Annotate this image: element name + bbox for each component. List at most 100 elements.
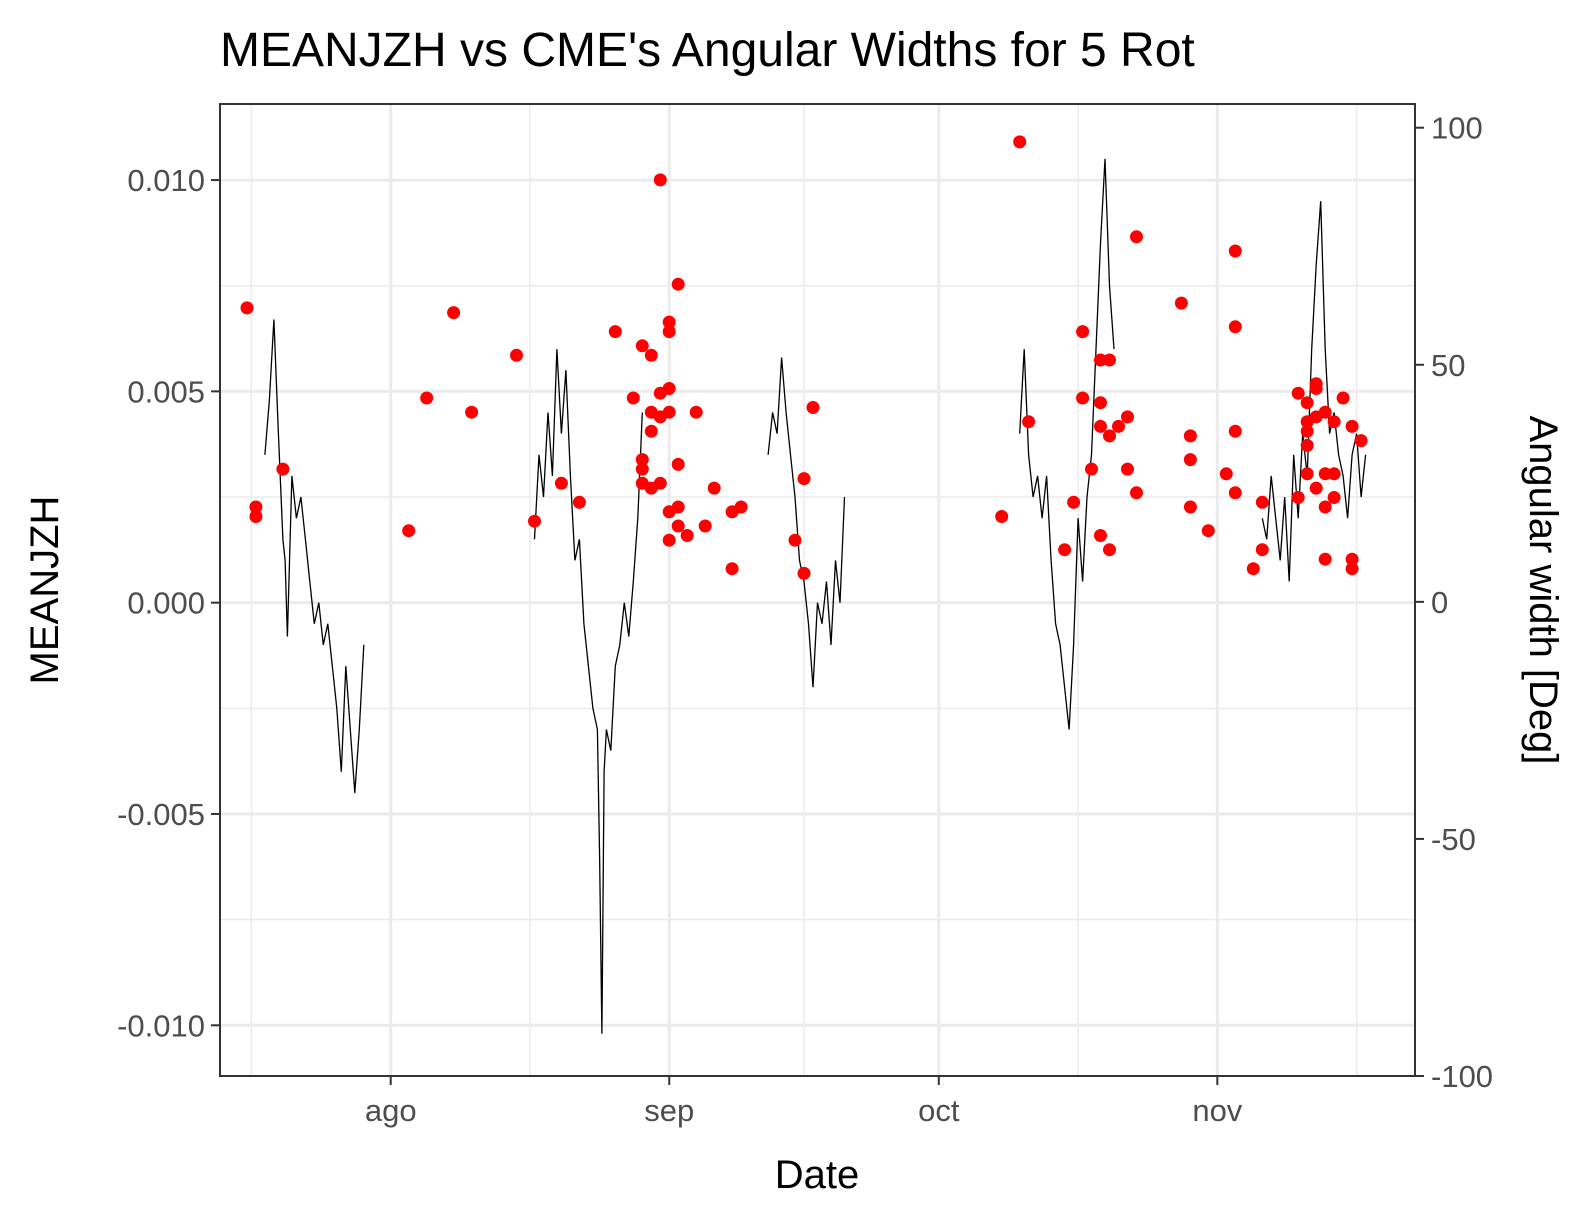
x-tick-label: nov (1192, 1093, 1242, 1128)
cme-width-point (662, 325, 676, 339)
cme-width-point (689, 405, 703, 419)
y2-tick-label: 0 (1431, 585, 1448, 620)
y-tick-label: -0.010 (117, 1008, 205, 1043)
cme-width-point (644, 348, 658, 362)
cme-width-point (671, 519, 685, 533)
cme-width-point (1300, 438, 1314, 452)
cme-width-point (1345, 419, 1359, 433)
cme-width-point (1246, 562, 1260, 576)
cme-width-point (572, 495, 586, 509)
cme-width-point (1228, 320, 1242, 334)
cme-width-point (1255, 495, 1269, 509)
cme-width-point (510, 348, 523, 362)
cme-width-point (554, 476, 568, 490)
cme-width-point (1121, 410, 1134, 424)
cme-width-point (797, 566, 811, 580)
line-layer (264, 158, 1367, 1034)
cme-width-point (698, 519, 712, 533)
point-layer (240, 135, 1368, 580)
x-tick-label: sep (644, 1093, 694, 1128)
cme-width-point (240, 301, 254, 315)
cme-width-point (1228, 244, 1242, 258)
cme-width-point (653, 476, 667, 490)
cme-width-point (1327, 415, 1341, 429)
cme-width-point (1336, 391, 1350, 405)
cme-width-point (1309, 377, 1323, 391)
cme-width-point (1094, 419, 1107, 433)
cme-width-point (1130, 486, 1143, 500)
cme-width-point (1094, 529, 1107, 542)
cme-width-point (1345, 562, 1359, 576)
y2-axis-title: Angular width [Deg] (1521, 415, 1565, 764)
cme-width-point (1291, 491, 1305, 504)
cme-width-point (662, 405, 676, 419)
cme-width-point (1318, 467, 1332, 481)
cme-width-point (1130, 230, 1143, 244)
cme-width-point (707, 481, 721, 495)
cme-width-point (1022, 415, 1036, 429)
cme-width-point (1103, 353, 1116, 367)
cme-width-point (1300, 424, 1314, 438)
y-tick-label: 0.000 (127, 586, 205, 621)
cme-width-point (447, 306, 461, 320)
meanjzh-line-segment (533, 349, 643, 1034)
cme-width-point (1103, 543, 1116, 557)
cme-width-point (1255, 543, 1269, 557)
cme-width-point (1094, 396, 1107, 410)
x-tick-label: oct (918, 1093, 960, 1128)
cme-width-point (797, 472, 811, 486)
tick-layer: 0.010 0.005 0.000 -0.005 -0.010 ago sep oct nov 1… (117, 111, 1493, 1128)
cme-width-point (465, 405, 479, 419)
cme-width-point (1318, 405, 1332, 419)
cme-width-point (1354, 434, 1368, 448)
cme-width-point (644, 424, 658, 438)
cme-width-point (1013, 135, 1027, 149)
chart-title: MEANJZH vs CME's Angular Widths for 5 Ro… (220, 24, 1195, 77)
cme-width-point (1058, 543, 1072, 557)
cme-width-point (1300, 467, 1314, 481)
meanjzh-line-segment (1019, 158, 1115, 730)
cme-width-point (249, 510, 263, 523)
cme-width-point (671, 277, 685, 291)
cme-width-point (608, 325, 622, 339)
cme-width-point (662, 382, 676, 395)
cme-width-point (1300, 396, 1314, 410)
cme-width-point (276, 462, 290, 476)
y2-tick-label: -50 (1431, 822, 1476, 857)
cme-width-point (725, 562, 739, 576)
cme-width-point (1183, 429, 1197, 443)
y2-tick-label: -100 (1431, 1059, 1493, 1094)
y2-tick-label: 50 (1431, 348, 1465, 383)
cme-width-point (734, 500, 748, 514)
cme-width-point (1345, 552, 1359, 566)
cme-width-point (1103, 429, 1116, 443)
cme-width-point (1228, 486, 1242, 500)
meanjzh-line-segment (767, 357, 846, 688)
cme-width-point (1318, 500, 1332, 514)
cme-width-point (626, 391, 640, 405)
x-tick-label: ago (365, 1093, 417, 1128)
cme-width-point (788, 533, 802, 547)
meanjzh-line-segment (1261, 201, 1367, 582)
cme-width-point (1327, 467, 1341, 481)
y-axis-title: MEANJZH (23, 496, 67, 685)
cme-width-point (635, 453, 649, 467)
cme-width-point (1183, 453, 1197, 467)
cme-width-point (249, 500, 263, 514)
cme-width-point (1076, 391, 1090, 405)
grid-layer (220, 104, 1415, 1076)
cme-width-point (1201, 524, 1215, 538)
cme-width-point (671, 457, 685, 471)
cme-width-point (1174, 296, 1188, 310)
cme-width-point (420, 391, 434, 405)
cme-width-point (1085, 462, 1098, 476)
meanjzh-line-segment (264, 319, 365, 793)
cme-width-point (1228, 424, 1242, 438)
cme-width-point (402, 524, 416, 538)
y2-tick-label: 100 (1431, 111, 1483, 146)
cme-width-point (1219, 467, 1233, 481)
cme-width-point (680, 529, 694, 542)
y-tick-label: 0.005 (127, 374, 205, 409)
panel-border (219, 103, 1416, 1077)
